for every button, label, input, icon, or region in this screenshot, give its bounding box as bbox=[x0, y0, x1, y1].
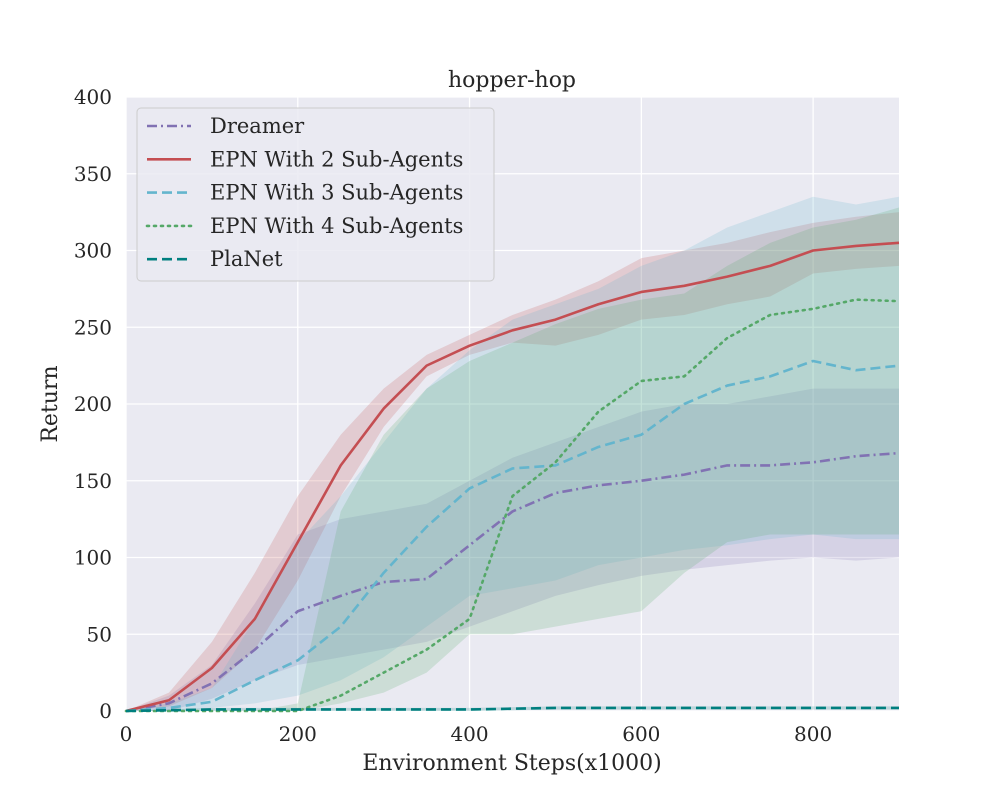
y-tick-label: 100 bbox=[74, 546, 112, 570]
y-tick-label: 50 bbox=[87, 622, 112, 646]
x-ticks: 0 200 400 600 800 bbox=[120, 722, 833, 746]
chart-title: hopper-hop bbox=[448, 68, 576, 93]
y-axis-label: Return bbox=[38, 365, 63, 442]
legend-label: Dreamer bbox=[210, 114, 305, 138]
series-line-epn-with-2-sub-agents bbox=[125, 241, 900, 713]
y-tick-label: 400 bbox=[74, 85, 112, 109]
x-tick-label: 0 bbox=[120, 722, 133, 746]
series-line-epn-with-3-sub-agents bbox=[125, 359, 900, 713]
x-tick-label: 200 bbox=[279, 722, 317, 746]
y-tick-label: 150 bbox=[74, 469, 112, 493]
band-epn-with-3-sub-agents bbox=[126, 196, 899, 711]
y-tick-label: 350 bbox=[74, 162, 112, 186]
series-line-dreamer bbox=[125, 451, 900, 713]
x-tick-label: 800 bbox=[794, 722, 832, 746]
series-line-epn-with-4-sub-agents bbox=[124, 298, 901, 713]
y-tick-label: 250 bbox=[74, 315, 112, 339]
y-tick-label: 200 bbox=[74, 392, 112, 416]
legend: Dreamer EPN With 2 Sub-Agents EPN With 3 S… bbox=[136, 107, 495, 282]
band-epn-with-4-sub-agents bbox=[126, 207, 899, 711]
legend-label: PlaNet bbox=[210, 247, 283, 271]
y-tick-label: 300 bbox=[74, 239, 112, 263]
x-tick-label: 400 bbox=[450, 722, 488, 746]
legend-label: EPN With 4 Sub-Agents bbox=[210, 214, 463, 238]
series-lines bbox=[124, 241, 901, 713]
legend-box bbox=[136, 107, 495, 282]
series-line-planet bbox=[125, 706, 899, 713]
legend-label: EPN With 3 Sub-Agents bbox=[210, 181, 463, 205]
legend-label: EPN With 2 Sub-Agents bbox=[210, 147, 463, 171]
y-ticks: 0 50 100 150 200 250 300 350 400 bbox=[74, 85, 112, 723]
x-tick-label: 600 bbox=[622, 722, 660, 746]
y-tick-label: 0 bbox=[99, 699, 112, 723]
band-epn-with-2-sub-agents bbox=[126, 212, 899, 711]
x-axis-label: Environment Steps(x1000) bbox=[362, 751, 661, 776]
